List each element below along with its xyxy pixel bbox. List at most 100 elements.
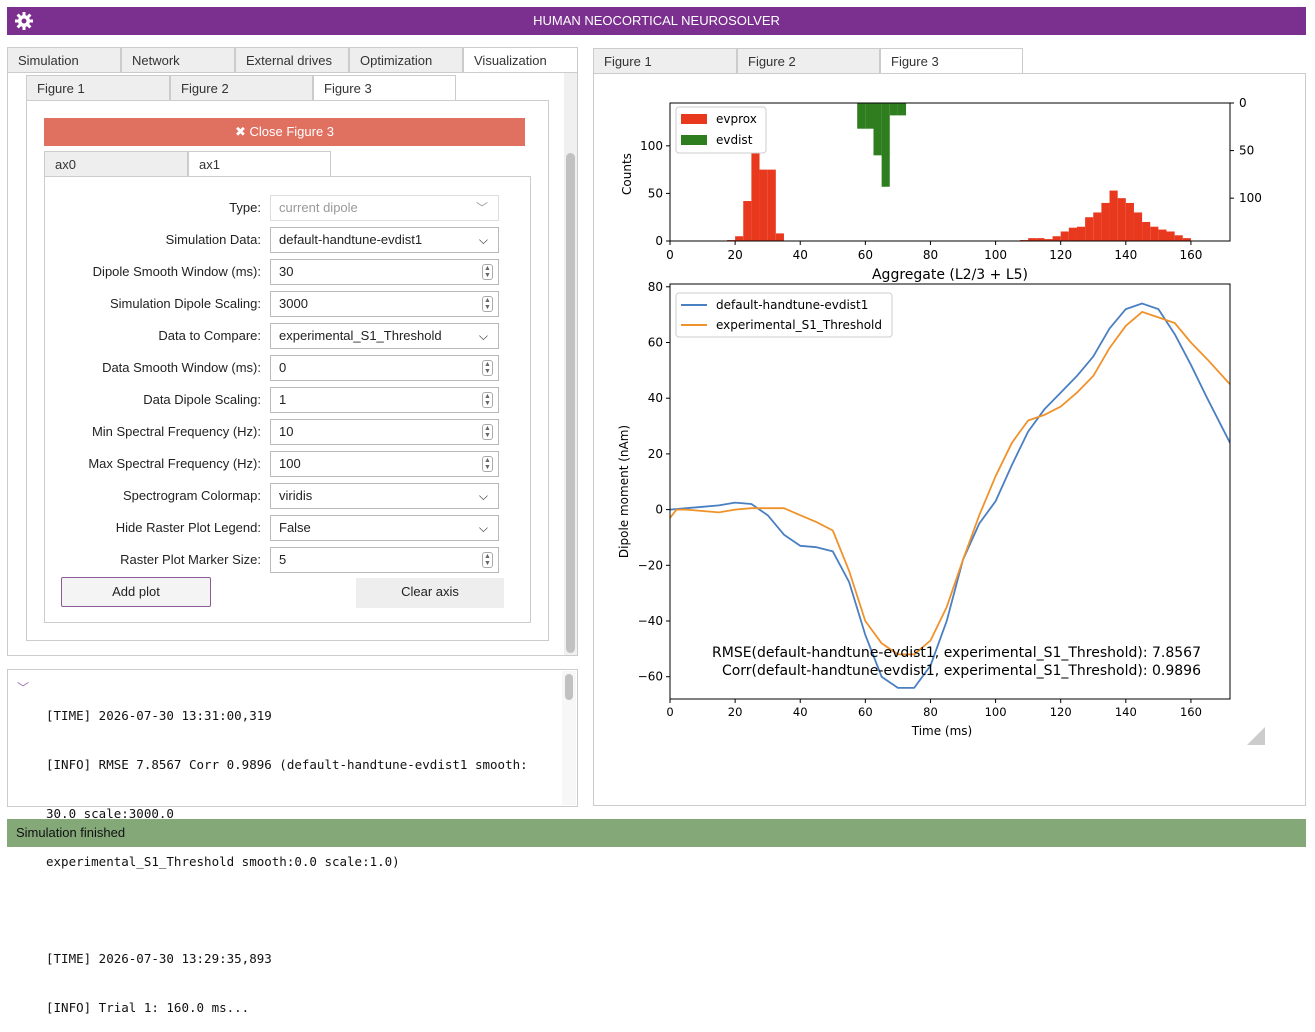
colormap-label: Spectrogram Colormap: <box>123 488 261 503</box>
histogram-bar-evdist <box>897 103 907 116</box>
min-freq-row: Min Spectral Frequency (Hz): 10 ▲ ▼ <box>44 419 504 445</box>
histogram-bar-evprox <box>1060 231 1069 241</box>
dipole-x-tick-label: 60 <box>858 705 873 719</box>
tab-ax1[interactable]: ax1 <box>188 151 331 177</box>
tab-figure-2[interactable]: Figure 2 <box>737 48 880 74</box>
data-dipole-scaling-row: Data Dipole Scaling: 1 ▲ ▼ <box>44 387 504 413</box>
dipole-x-tick-label: 120 <box>1050 705 1072 719</box>
data-compare-label: Data to Compare: <box>158 328 261 343</box>
dipole-annotation: Corr(default-handtune-evdist1, experimen… <box>722 663 1201 679</box>
data-smooth-value: 0 <box>279 360 287 375</box>
min-freq-input[interactable]: 10 ▲ ▼ <box>270 419 499 445</box>
dipole-line-experimental_S1_Threshold <box>670 310 1230 656</box>
dipole-y-tick-label: −20 <box>638 558 663 572</box>
colormap-row: Spectrogram Colormap: viridis ⌵ <box>44 483 504 509</box>
tab-optimization[interactable]: Optimization <box>349 47 463 73</box>
log-scrollbar[interactable] <box>562 671 576 805</box>
tab-ax0[interactable]: ax0 <box>44 151 188 177</box>
marker-size-row: Raster Plot Marker Size: 5 ▲ ▼ <box>44 547 504 573</box>
max-freq-input[interactable]: 100 ▲ ▼ <box>270 451 499 477</box>
marker-size-value: 5 <box>279 552 287 567</box>
legend-label-default-handtune-evdist1: default-handtune-evdist1 <box>716 298 868 312</box>
simulation-data-label: Simulation Data: <box>165 232 261 247</box>
log-line <box>46 903 566 919</box>
colormap-select[interactable]: viridis ⌵ <box>270 483 499 509</box>
spinner-icon[interactable]: ▲ ▼ <box>482 392 493 408</box>
histogram-bar-evprox <box>1076 226 1086 241</box>
tab-figure-3[interactable]: Figure 3 <box>880 48 1023 74</box>
simulation-data-select[interactable]: default-handtune-evdist1 ⌵ <box>270 227 499 253</box>
type-select[interactable]: current dipole ﹀ <box>270 195 499 221</box>
histogram-bar-evprox <box>1117 198 1126 241</box>
data-smooth-input[interactable]: 0 ▲ ▼ <box>270 355 499 381</box>
add-plot-button[interactable]: Add plot <box>61 577 211 607</box>
clear-axis-button[interactable]: Clear axis <box>356 578 504 608</box>
marker-size-input[interactable]: 5 ▲ ▼ <box>270 547 499 573</box>
histogram-x-tick-label: 160 <box>1179 248 1202 262</box>
data-compare-value: experimental_S1_Threshold <box>279 328 442 343</box>
histogram-bar-evprox <box>1133 212 1143 241</box>
panel-scrollbar-thumb[interactable] <box>566 153 575 653</box>
data-dipole-scaling-input[interactable]: 1 ▲ ▼ <box>270 387 499 413</box>
subtab-figure-3[interactable]: Figure 3 <box>313 75 456 101</box>
tab-visualization[interactable]: Visualization <box>463 47 578 73</box>
sim-dipole-scaling-row: Simulation Dipole Scaling: 3000 ▲ ▼ <box>44 291 504 317</box>
histogram-y-tick-label: 0 <box>655 234 663 248</box>
data-dipole-scaling-label: Data Dipole Scaling: <box>143 392 261 407</box>
histogram-bar-evdist <box>873 103 882 156</box>
dipole-smooth-row: Dipole Smooth Window (ms): 30 ▲ ▼ <box>44 259 504 285</box>
dipole-y-tick-label: −60 <box>638 670 663 684</box>
legend-label-evdist: evdist <box>716 133 753 147</box>
sim-dipole-scaling-input[interactable]: 3000 ▲ ▼ <box>270 291 499 317</box>
dipole-x-tick-label: 40 <box>793 705 808 719</box>
legend-label-experimental_S1_Threshold: experimental_S1_Threshold <box>716 318 882 332</box>
histogram-bar-evprox <box>1068 227 1077 241</box>
hide-legend-select[interactable]: False ⌵ <box>270 515 499 541</box>
tab-figure-1[interactable]: Figure 1 <box>593 48 737 74</box>
panel-scrollbar[interactable] <box>564 73 577 655</box>
simulation-data-row: Simulation Data: default-handtune-evdist… <box>44 227 504 253</box>
type-row: Type: current dipole ﹀ <box>44 195 504 221</box>
histogram-y2-tick-label: 0 <box>1239 96 1247 110</box>
histogram-y2-tick-label: 50 <box>1239 144 1254 158</box>
histogram-bar-evprox <box>767 169 776 241</box>
chevron-down-icon: ⌵ <box>478 329 488 343</box>
histogram-bar-evprox <box>1093 212 1102 241</box>
spinner-icon[interactable]: ▲ ▼ <box>482 360 493 376</box>
sim-dipole-scaling-value: 3000 <box>279 296 308 311</box>
subtab-figure-2[interactable]: Figure 2 <box>170 75 313 101</box>
log-line: [INFO] RMSE 7.8567 Corr 0.9896 (default-… <box>46 757 528 773</box>
tab-network[interactable]: Network <box>121 47 235 73</box>
close-figure-button[interactable]: ✖ Close Figure 3 <box>44 118 525 146</box>
spinner-icon[interactable]: ▲ ▼ <box>482 296 493 312</box>
dipole-x-tick-label: 0 <box>666 705 673 719</box>
spinner-icon[interactable]: ▲ ▼ <box>482 264 493 280</box>
histogram-bar-evprox <box>1142 221 1151 241</box>
histogram-bar-evprox <box>759 169 768 241</box>
histogram-bar-evprox <box>1036 238 1045 241</box>
log-line: 30.0 scale:3000.0 <box>46 805 174 821</box>
data-compare-select[interactable]: experimental_S1_Threshold ⌵ <box>270 323 499 349</box>
data-smooth-label: Data Smooth Window (ms): <box>102 360 261 375</box>
dipole-smooth-input[interactable]: 30 ▲ ▼ <box>270 259 499 285</box>
collapse-chevron-icon[interactable]: ﹀ <box>17 681 30 695</box>
tab-external-drives[interactable]: External drives <box>235 47 349 73</box>
gear-icon[interactable] <box>14 11 34 31</box>
spinner-icon[interactable]: ▲ ▼ <box>482 552 493 568</box>
histogram-bar-evprox <box>751 117 760 241</box>
log-scrollbar-thumb[interactable] <box>565 674 573 700</box>
chevron-down-icon: ⌵ <box>478 521 488 535</box>
data-dipole-scaling-value: 1 <box>279 392 287 407</box>
histogram-bar-evdist <box>857 103 866 129</box>
log-line: experimental_S1_Threshold smooth:0.0 sca… <box>46 854 400 870</box>
max-freq-label: Max Spectral Frequency (Hz): <box>88 456 261 471</box>
spinner-icon[interactable]: ▲ ▼ <box>482 456 493 472</box>
histogram-x-tick-label: 100 <box>984 248 1007 262</box>
resize-handle-icon <box>1247 727 1265 745</box>
subtab-figure-1[interactable]: Figure 1 <box>26 75 170 101</box>
spinner-icon[interactable]: ▲ ▼ <box>482 424 493 440</box>
status-bar: Simulation finished <box>7 819 1306 847</box>
histogram-x-tick-label: 0 <box>666 248 674 262</box>
tab-simulation[interactable]: Simulation <box>7 47 121 73</box>
main-tab-bar: Simulation Network External drives Optim… <box>7 47 578 73</box>
